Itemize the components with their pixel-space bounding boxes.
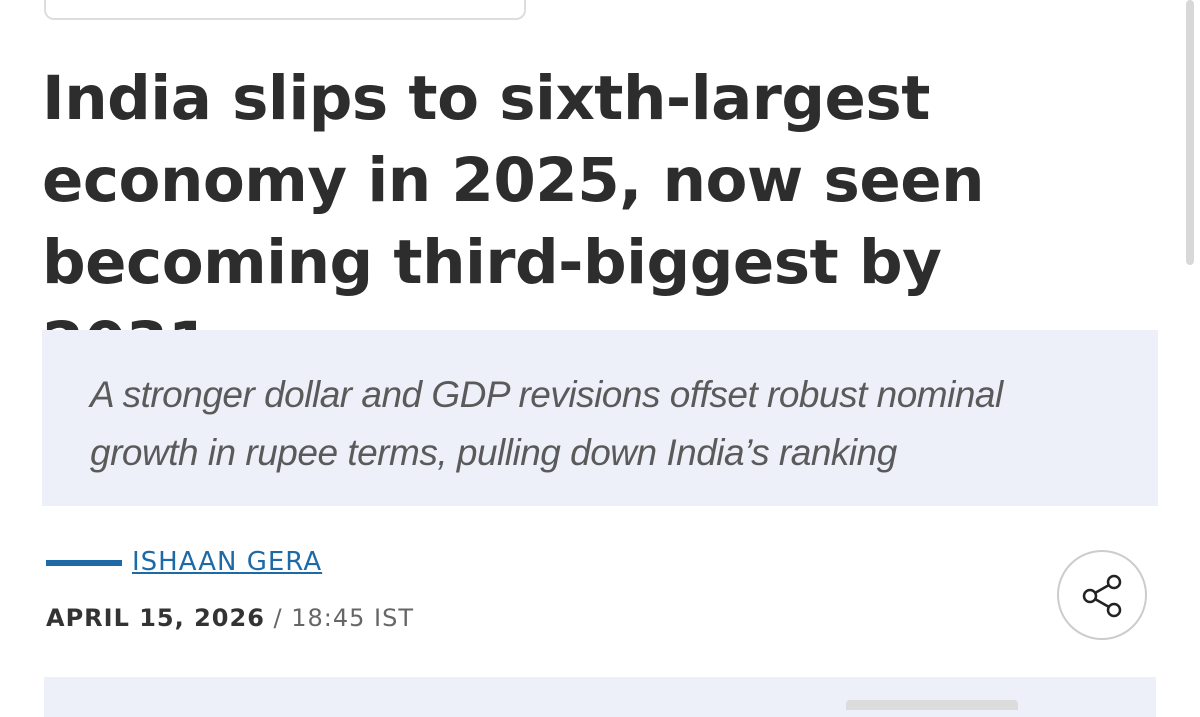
top-box bbox=[44, 0, 526, 20]
separator: / bbox=[273, 604, 283, 632]
headline: India slips to sixth-largest economy in … bbox=[42, 63, 985, 380]
share-button[interactable] bbox=[1057, 550, 1147, 640]
summary: A stronger dollar and GDP revisions offs… bbox=[90, 374, 1003, 473]
next-section bbox=[44, 677, 1156, 717]
chip bbox=[846, 700, 1018, 710]
scrollbar bbox=[1186, 0, 1194, 265]
byline-bar bbox=[46, 560, 122, 566]
share-icon bbox=[1082, 574, 1122, 618]
date: APRIL 15, 2026 bbox=[46, 604, 265, 632]
summary-box: A stronger dollar and GDP revisions offs… bbox=[42, 330, 1158, 506]
dateline: APRIL 15, 2026 / 18:45 IST bbox=[46, 604, 414, 632]
author[interactable]: ISHAAN GERA bbox=[132, 547, 323, 577]
time: 18:45 IST bbox=[291, 604, 415, 632]
